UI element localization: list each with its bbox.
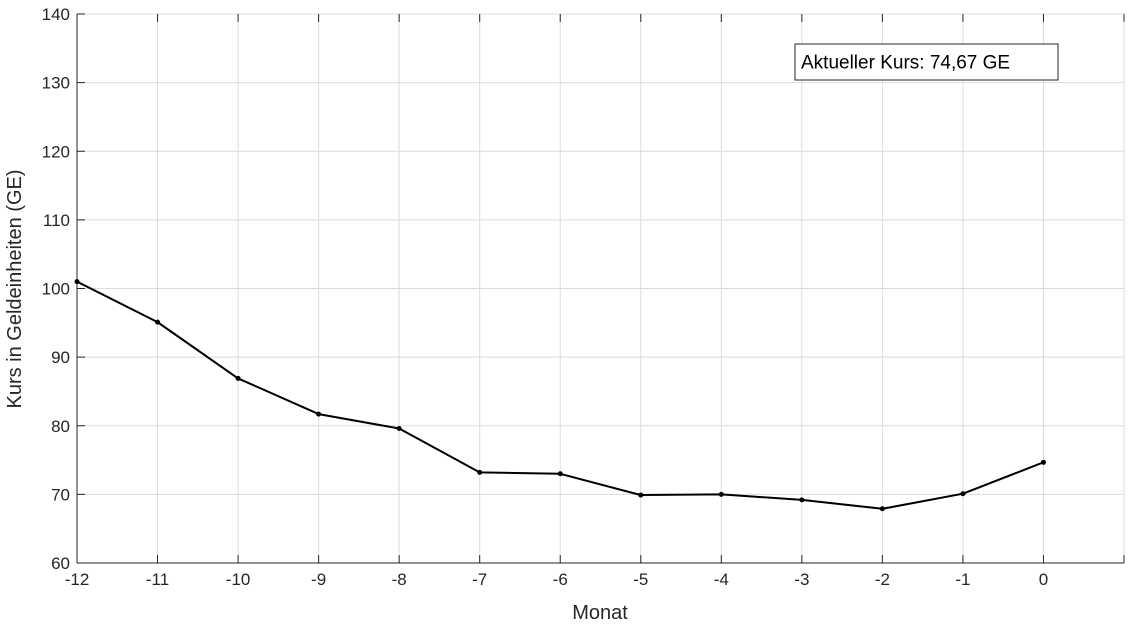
data-point xyxy=(638,492,644,498)
y-tick-label: 90 xyxy=(51,348,70,367)
x-tick-label: -6 xyxy=(553,570,568,589)
tick-labels: -12 -11 -10 -9 -8 -7 -6 -5 -4 -3 -2 -1 0607080901001… xyxy=(42,5,1049,589)
x-tick-label: -8 xyxy=(392,570,407,589)
data-point xyxy=(557,471,563,477)
data-point xyxy=(396,425,402,431)
x-axis-title: Monat xyxy=(572,602,628,624)
series-group xyxy=(74,279,1046,512)
x-tick-label: -1 xyxy=(955,570,970,589)
data-point xyxy=(799,497,805,503)
x-tick-label: -9 xyxy=(311,570,326,589)
x-tick-label: -12 xyxy=(65,570,90,589)
x-tick-label: 0 xyxy=(1039,570,1048,589)
data-point xyxy=(316,411,322,417)
x-tick-label: -7 xyxy=(472,570,487,589)
annotation-frame xyxy=(794,43,1059,81)
data-point xyxy=(155,319,161,325)
data-point xyxy=(718,491,724,497)
y-tick-label: 120 xyxy=(42,142,70,161)
data-point xyxy=(477,469,483,475)
y-tick-label: 80 xyxy=(51,417,70,436)
x-tick-label: -11 xyxy=(146,570,169,589)
x-tick-label: -3 xyxy=(794,570,809,589)
y-tick-label: 60 xyxy=(51,554,70,573)
y-tick-label: 100 xyxy=(42,280,70,299)
axes xyxy=(76,13,1125,564)
data-point xyxy=(1040,459,1046,465)
data-point xyxy=(879,506,885,512)
x-tick-label: -5 xyxy=(633,570,648,589)
y-tick-label: 110 xyxy=(43,211,70,230)
data-point xyxy=(235,375,241,381)
y-tick-label: 130 xyxy=(42,74,70,93)
x-tick-label: -4 xyxy=(714,570,729,589)
annotation-text: Aktueller Kurs: 74,67 GE xyxy=(801,53,1010,74)
y-axis-title: Kurs in Geldeinheiten (GE) xyxy=(4,169,26,408)
data-point xyxy=(74,279,80,285)
y-tick-label: 140 xyxy=(42,5,70,24)
y-tick-label: 70 xyxy=(51,485,70,504)
data-point xyxy=(960,491,966,497)
x-tick-label: -2 xyxy=(875,570,890,589)
annotation-box: Aktueller Kurs: 74,67 GE xyxy=(794,43,1059,81)
x-tick-label: -10 xyxy=(226,570,251,589)
